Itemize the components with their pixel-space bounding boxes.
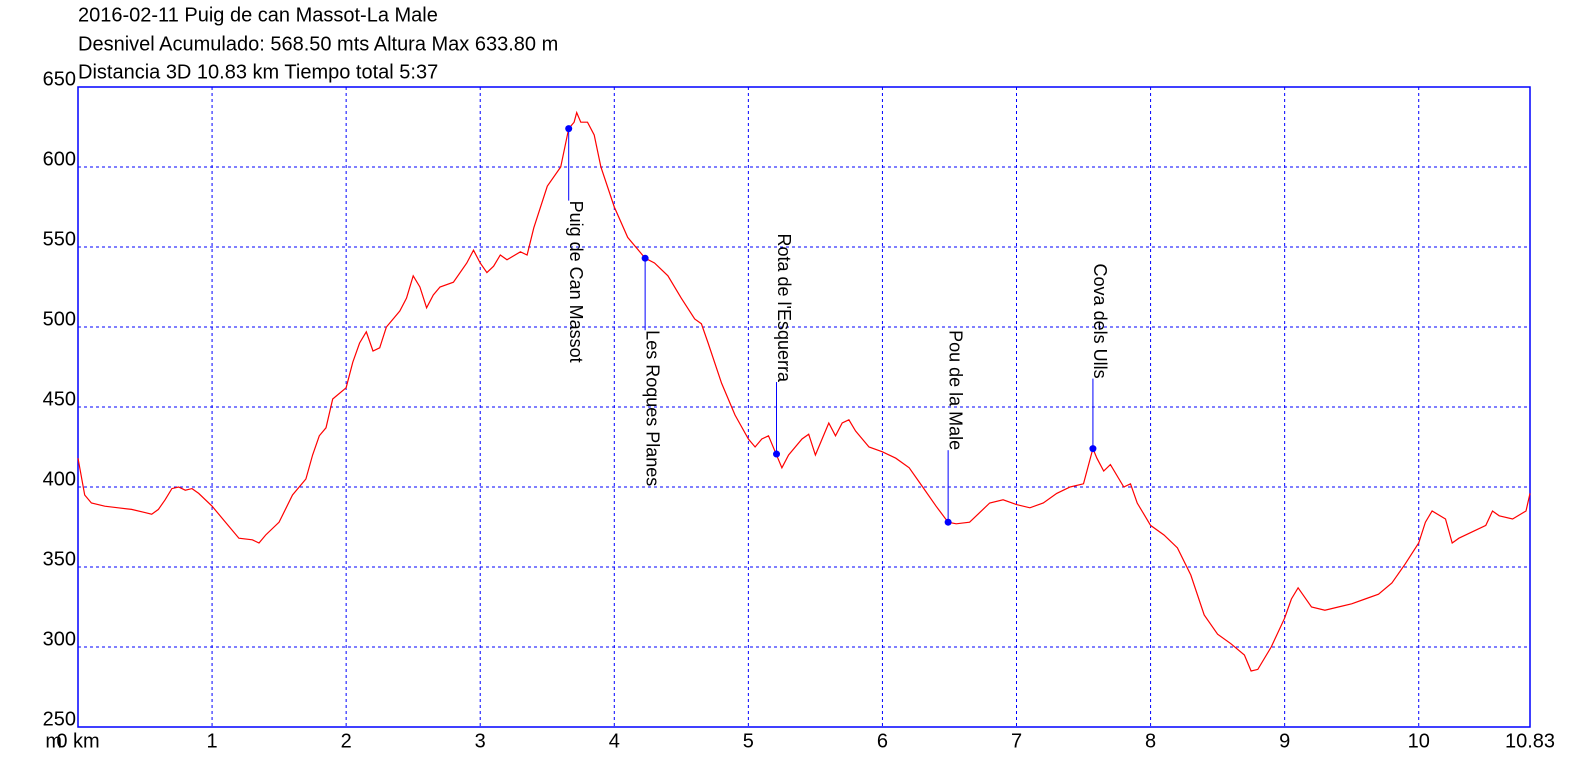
y-tick-label: 500 [43,308,76,330]
chart-subtitle: Desnivel Acumulado: 568.50 mts Altura Ma… [78,33,558,55]
y-tick-label: 450 [43,388,76,410]
y-tick-label: 250 [43,708,76,730]
y-tick-label: 650 [43,68,76,90]
waypoint [944,518,952,526]
y-tick-label: 350 [43,548,76,570]
x-tick-label: 9 [1279,730,1290,752]
x-tick-label: 10.83 [1505,730,1555,752]
x-tick-label: 4 [609,730,620,752]
elevation-line [77,110,1531,672]
y-tick-label: 600 [43,148,76,170]
x-tick-label: 6 [877,730,888,752]
chart-title: 2016-02-11 Puig de can Massot-La Male [78,4,438,26]
waypoint [641,254,649,262]
x-tick-label: 10 [1408,730,1430,752]
waypoint-label: Cova dels Ulls [1090,264,1110,379]
x-tick-label: 0 km [56,730,99,752]
x-tick-label: 1 [207,730,218,752]
x-tick-label: 3 [475,730,486,752]
y-tick-label: 400 [43,468,76,490]
y-tick-label: 300 [43,628,76,650]
waypoint-label: Puig de Can Massot [566,201,586,363]
waypoint [565,125,573,133]
waypoint [1089,445,1097,453]
chart-subtitle: Distancia 3D 10.83 km Tiempo total 5:37 [78,61,438,83]
x-tick-label: 7 [1011,730,1022,752]
y-tick-label: 550 [43,228,76,250]
x-tick-label: 5 [743,730,754,752]
y-unit: m [45,730,62,752]
waypoint-label: Rota de l'Esquerra [774,234,794,384]
x-tick-label: 8 [1145,730,1156,752]
waypoint-label: Pou de la Male [945,330,965,450]
x-tick-label: 2 [341,730,352,752]
plot-border [77,86,1531,728]
waypoint [773,450,781,458]
waypoint-label: Les Roques Planes [642,330,662,486]
